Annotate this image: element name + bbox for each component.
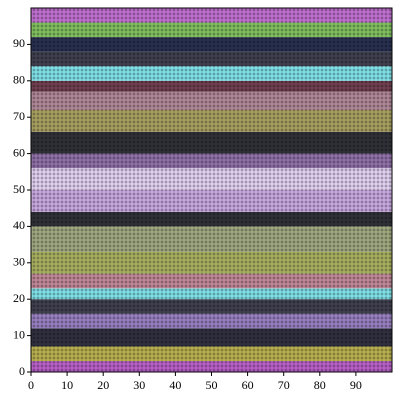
x-tick-label: 30 xyxy=(133,378,145,392)
y-tick-label: 70 xyxy=(13,109,25,123)
x-tick-label: 40 xyxy=(169,378,181,392)
y-tick-label: 80 xyxy=(13,73,25,87)
x-tick-label: 20 xyxy=(97,378,109,392)
y-tick-label: 20 xyxy=(13,291,25,305)
y-tick-label: 0 xyxy=(19,364,25,378)
x-tick-label: 50 xyxy=(206,378,218,392)
x-tick-label: 10 xyxy=(61,378,73,392)
x-tick-label: 90 xyxy=(350,378,362,392)
y-tick-label: 50 xyxy=(13,182,25,196)
x-tick-label: 70 xyxy=(278,378,290,392)
x-tick-label: 60 xyxy=(242,378,254,392)
y-tick-label: 60 xyxy=(13,145,25,159)
y-tick-label: 40 xyxy=(13,218,25,232)
marker-overlay xyxy=(31,8,392,372)
y-tick-label: 90 xyxy=(13,36,25,50)
x-tick-label: 80 xyxy=(314,378,326,392)
y-tick-label: 30 xyxy=(13,255,25,269)
x-tick-label: 0 xyxy=(28,378,34,392)
y-tick-label: 10 xyxy=(13,327,25,341)
